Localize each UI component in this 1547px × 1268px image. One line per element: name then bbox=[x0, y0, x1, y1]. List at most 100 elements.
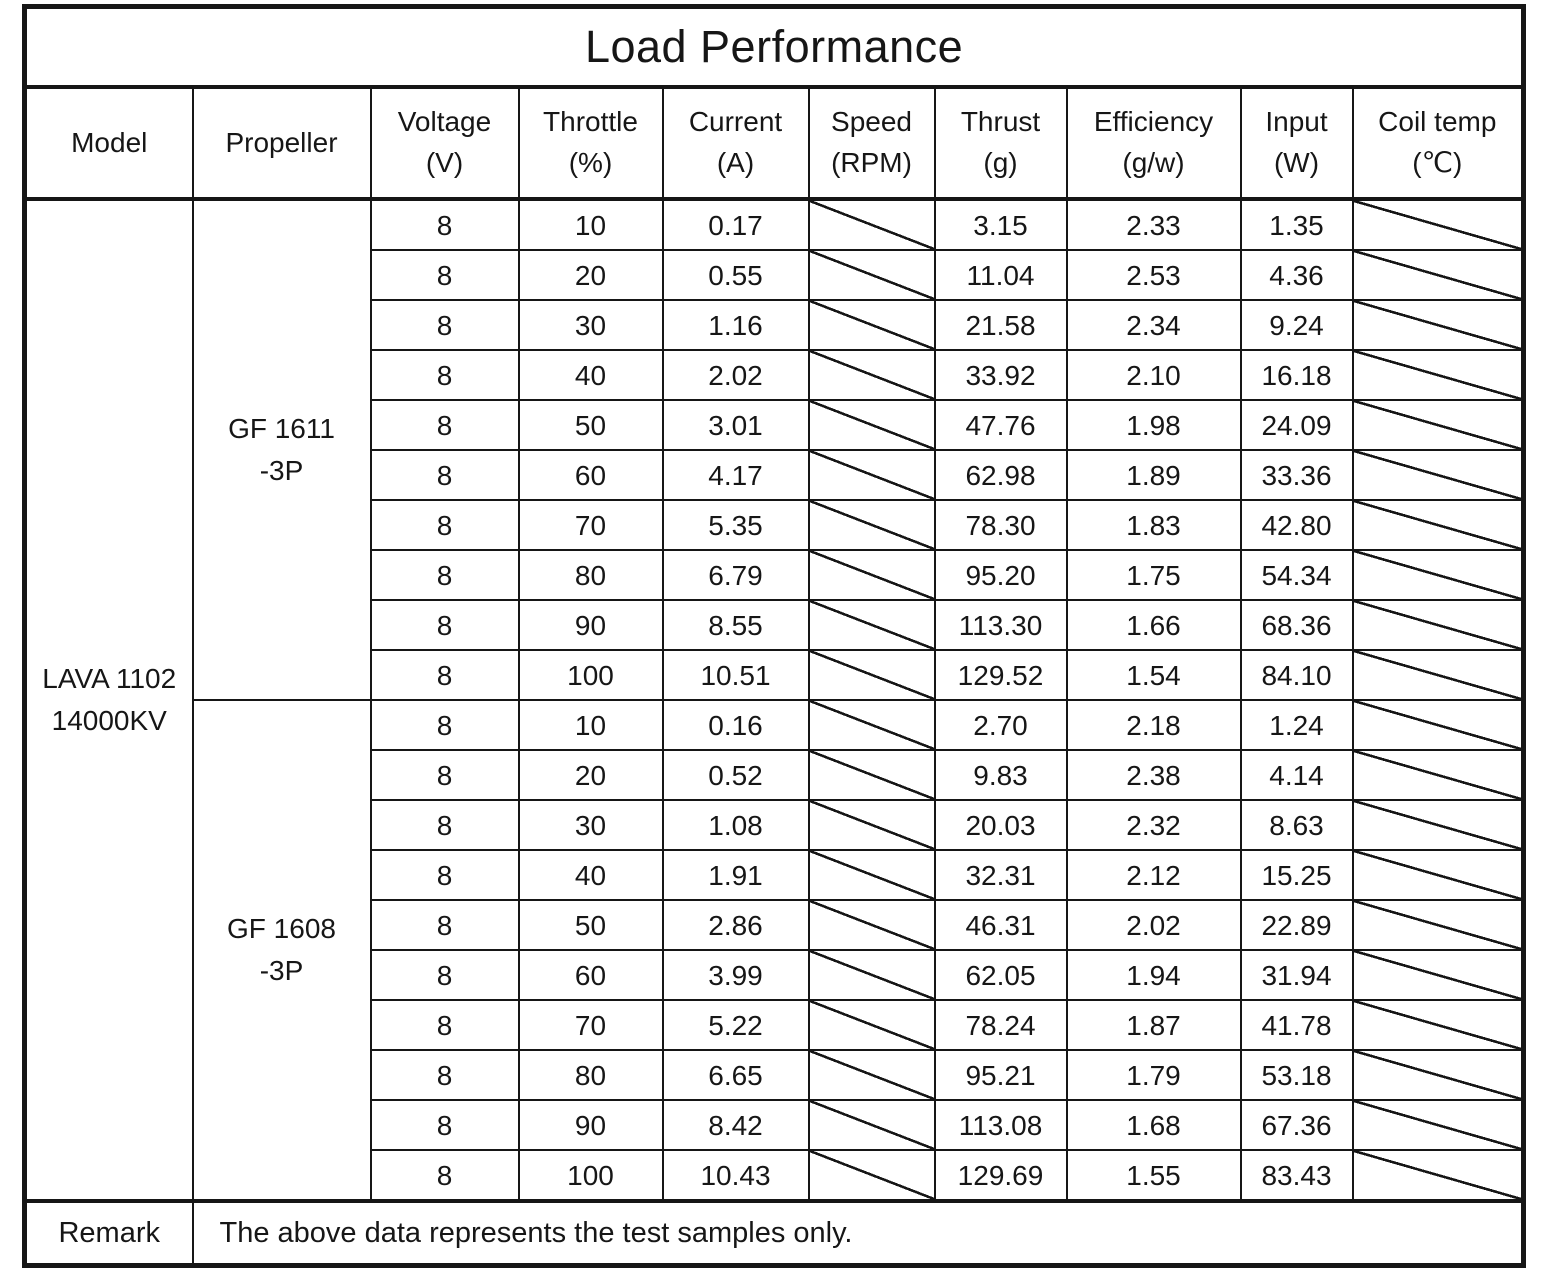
table-row: 8 100 10.51 129.52 1.54 84.10 bbox=[25, 649, 1525, 701]
table-row: 8 90 8.42 113.08 1.68 67.36 bbox=[25, 1099, 1525, 1151]
speed-cell-nodata bbox=[807, 349, 936, 401]
voltage-cell: 8 bbox=[369, 1149, 520, 1202]
voltage-cell: 8 bbox=[369, 849, 520, 901]
speed-cell-nodata bbox=[807, 1099, 936, 1151]
voltage-cell: 8 bbox=[369, 699, 520, 751]
propeller-name-line1: GF 1608 bbox=[227, 913, 336, 944]
throttle-cell: 60 bbox=[517, 949, 664, 1001]
throttle-cell: 40 bbox=[517, 349, 664, 401]
input-cell: 42.80 bbox=[1239, 499, 1354, 551]
input-cell: 68.36 bbox=[1239, 599, 1354, 651]
col-header-unit: (W) bbox=[1273, 147, 1320, 178]
remark-text: The above data represents the test sampl… bbox=[191, 1199, 1525, 1267]
voltage-cell: 8 bbox=[369, 499, 520, 551]
current-cell: 2.02 bbox=[661, 349, 810, 401]
coil-temp-cell-nodata bbox=[1351, 499, 1525, 551]
col-header-speed: Speed (RPM) bbox=[807, 86, 936, 201]
input-cell: 16.18 bbox=[1239, 349, 1354, 401]
efficiency-cell: 1.89 bbox=[1065, 449, 1242, 501]
speed-cell-nodata bbox=[807, 198, 936, 251]
title-row: Load Performance bbox=[23, 5, 1525, 89]
voltage-cell: 8 bbox=[369, 399, 520, 451]
speed-cell-nodata bbox=[807, 599, 936, 651]
voltage-cell: 8 bbox=[369, 649, 520, 701]
table-row: 8 60 4.17 62.98 1.89 33.36 bbox=[25, 449, 1525, 501]
efficiency-cell: 1.55 bbox=[1065, 1149, 1242, 1202]
current-cell: 0.52 bbox=[661, 749, 810, 801]
thrust-cell: 95.20 bbox=[933, 549, 1068, 601]
current-cell: 10.51 bbox=[661, 649, 810, 701]
table-row: 8 80 6.65 95.21 1.79 53.18 bbox=[25, 1049, 1525, 1101]
voltage-cell: 8 bbox=[369, 1099, 520, 1151]
throttle-cell: 80 bbox=[517, 1049, 664, 1101]
table-row: 8 100 10.43 129.69 1.55 83.43 bbox=[25, 1149, 1525, 1202]
throttle-cell: 10 bbox=[517, 198, 664, 251]
propeller-name-line1: GF 1611 bbox=[228, 413, 335, 444]
thrust-cell: 9.83 bbox=[933, 749, 1068, 801]
propeller-cell-gf1611: GF 1611 -3P bbox=[191, 198, 372, 701]
throttle-cell: 90 bbox=[517, 599, 664, 651]
efficiency-cell: 2.02 bbox=[1065, 899, 1242, 951]
thrust-cell: 62.98 bbox=[933, 449, 1068, 501]
table-row: 8 70 5.22 78.24 1.87 41.78 bbox=[25, 999, 1525, 1051]
input-cell: 84.10 bbox=[1239, 649, 1354, 701]
speed-cell-nodata bbox=[807, 1049, 936, 1101]
speed-cell-nodata bbox=[807, 999, 936, 1051]
col-header-label: Model bbox=[71, 126, 148, 158]
thrust-cell: 46.31 bbox=[933, 899, 1068, 951]
col-header-unit: (g/w) bbox=[1122, 147, 1185, 178]
voltage-cell: 8 bbox=[369, 599, 520, 651]
thrust-cell: 129.69 bbox=[933, 1149, 1068, 1202]
table-row: 8 20 0.55 11.04 2.53 4.36 bbox=[25, 249, 1525, 301]
throttle-cell: 50 bbox=[517, 399, 664, 451]
propeller-cell-gf1608: GF 1608 -3P bbox=[191, 699, 372, 1202]
voltage-cell: 8 bbox=[369, 299, 520, 351]
col-header-label: Throttle bbox=[543, 106, 638, 138]
thrust-cell: 113.08 bbox=[933, 1099, 1068, 1151]
coil-temp-cell-nodata bbox=[1351, 399, 1525, 451]
input-cell: 24.09 bbox=[1239, 399, 1354, 451]
col-header-unit: (A) bbox=[716, 147, 755, 178]
current-cell: 5.35 bbox=[661, 499, 810, 551]
efficiency-cell: 2.34 bbox=[1065, 299, 1242, 351]
col-header-unit: (℃) bbox=[1412, 147, 1463, 178]
thrust-cell: 47.76 bbox=[933, 399, 1068, 451]
coil-temp-cell-nodata bbox=[1351, 449, 1525, 501]
current-cell: 1.08 bbox=[661, 799, 810, 851]
input-cell: 4.14 bbox=[1239, 749, 1354, 801]
thrust-cell: 32.31 bbox=[933, 849, 1068, 901]
table-row: LAVA 1102 14000KV GF 1611 -3P 8 10 0.17 … bbox=[23, 198, 1525, 1202]
model-cell: LAVA 1102 14000KV bbox=[23, 198, 194, 1202]
load-performance-table: Load Performance Model Propeller Voltage… bbox=[22, 4, 1527, 1268]
coil-temp-cell-nodata bbox=[1351, 1049, 1525, 1101]
efficiency-cell: 1.98 bbox=[1065, 399, 1242, 451]
current-cell: 6.79 bbox=[661, 549, 810, 601]
efficiency-cell: 2.18 bbox=[1065, 699, 1242, 751]
thrust-cell: 62.05 bbox=[933, 949, 1068, 1001]
col-header-label: Coil temp bbox=[1378, 106, 1497, 138]
input-cell: 1.24 bbox=[1239, 699, 1354, 751]
coil-temp-cell-nodata bbox=[1351, 549, 1525, 601]
input-cell: 54.34 bbox=[1239, 549, 1354, 601]
efficiency-cell: 1.75 bbox=[1065, 549, 1242, 601]
speed-cell-nodata bbox=[807, 299, 936, 351]
voltage-cell: 8 bbox=[369, 899, 520, 951]
remark-label: Remark bbox=[23, 1199, 194, 1267]
input-cell: 83.43 bbox=[1239, 1149, 1354, 1202]
speed-cell-nodata bbox=[807, 649, 936, 701]
throttle-cell: 30 bbox=[517, 299, 664, 351]
input-cell: 22.89 bbox=[1239, 899, 1354, 951]
col-header-model: Model bbox=[23, 86, 194, 201]
efficiency-cell: 2.12 bbox=[1065, 849, 1242, 901]
col-header-thrust: Thrust (g) bbox=[933, 86, 1068, 201]
throttle-cell: 70 bbox=[517, 499, 664, 551]
efficiency-cell: 1.83 bbox=[1065, 499, 1242, 551]
current-cell: 6.65 bbox=[661, 1049, 810, 1101]
input-cell: 1.35 bbox=[1239, 198, 1354, 251]
efficiency-cell: 2.33 bbox=[1065, 198, 1242, 251]
current-cell: 10.43 bbox=[661, 1149, 810, 1202]
performance-table: Load Performance Model Propeller Voltage… bbox=[22, 4, 1527, 1268]
coil-temp-cell-nodata bbox=[1351, 999, 1525, 1051]
efficiency-cell: 2.38 bbox=[1065, 749, 1242, 801]
col-header-coil-temp: Coil temp (℃) bbox=[1351, 86, 1525, 201]
